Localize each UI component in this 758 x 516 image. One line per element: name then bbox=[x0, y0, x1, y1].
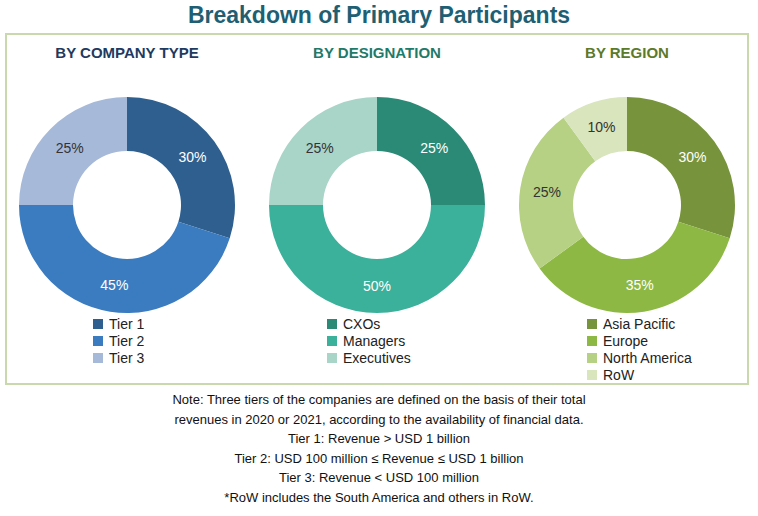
html-text:Tier 1: Revenue > USD 1 billio: Tier 1: Revenue > USD 1 billion bbox=[288, 431, 470, 446]
html-text:revenues in 2020 or 2021, acco: revenues in 2020 or 2021, according to t… bbox=[174, 411, 584, 427]
svg-text:25%: 25% bbox=[306, 140, 334, 156]
html-text:RoW: RoW bbox=[603, 367, 635, 383]
svg-text:25%: 25% bbox=[420, 140, 448, 156]
html-text:BY COMPANY TYPE: BY COMPANY TYPE bbox=[55, 44, 199, 61]
html-text:Europe: Europe bbox=[603, 333, 649, 349]
html-text:CXOs: CXOs bbox=[343, 316, 381, 332]
svg-text:35%: 35% bbox=[626, 277, 654, 293]
svg-text:30%: 30% bbox=[179, 149, 207, 165]
html-text:Asia Pacific: Asia Pacific bbox=[603, 316, 676, 332]
html-text:Tier 3: Revenue < USD 100 mill: Tier 3: Revenue < USD 100 million bbox=[279, 470, 479, 485]
svg-text:50%: 50% bbox=[363, 278, 391, 294]
html-text:Breakdown of Primary Participa: Breakdown of Primary Participants bbox=[187, 2, 571, 28]
html-text:North America: North America bbox=[603, 350, 692, 366]
svg-text:45%: 45% bbox=[100, 277, 128, 293]
html-text:Tier 1: Tier 1 bbox=[109, 316, 145, 332]
html-text:Tier 2: USD 100 million ≤ Reve: Tier 2: USD 100 million ≤ Revenue ≤ USD … bbox=[234, 450, 524, 466]
html-text:Executives: Executives bbox=[343, 350, 411, 366]
html-text:Note: Three tiers of the compa: Note: Three tiers of the companies are d… bbox=[172, 392, 586, 407]
html-text:Tier 2: Tier 2 bbox=[109, 333, 145, 349]
svg-text:25%: 25% bbox=[533, 184, 561, 200]
html-text:BY DESIGNATION: BY DESIGNATION bbox=[313, 44, 441, 61]
html-text:BY REGION: BY REGION bbox=[585, 44, 669, 61]
html-text:*RoW includes the South Americ: *RoW includes the South America and othe… bbox=[224, 489, 534, 505]
svg-text:10%: 10% bbox=[587, 119, 615, 135]
svg-text:30%: 30% bbox=[679, 149, 707, 165]
html-text:Managers: Managers bbox=[343, 333, 406, 349]
html-text:Tier 3: Tier 3 bbox=[109, 350, 145, 366]
svg-text:25%: 25% bbox=[56, 140, 84, 156]
